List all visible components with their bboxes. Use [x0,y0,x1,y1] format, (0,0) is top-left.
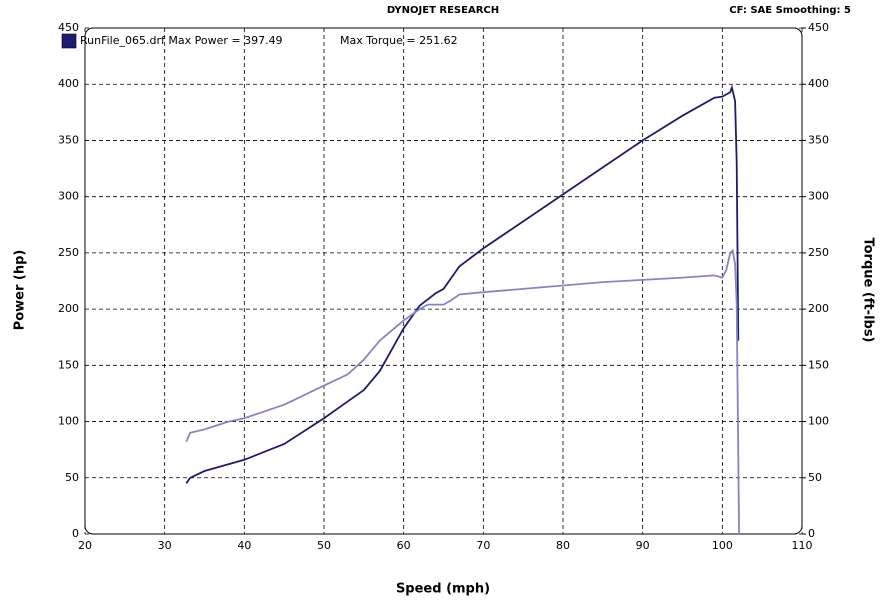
y-tick-label: 400 [58,77,79,90]
y2-tick-label: 100 [808,415,829,428]
legend-label: RunFile_065.drf Max Power = 397.49 [80,34,283,47]
series-line [185,248,740,535]
x-tick-label: 40 [237,539,251,552]
x-tick-label: 80 [556,539,570,552]
y2-axis-label: Torque (ft-lbs) [861,237,876,342]
y2-tick-label: 400 [808,77,829,90]
y-tick-label: 200 [58,302,79,315]
x-tick-label: 20 [78,539,92,552]
chart-title: DYNOJET RESEARCH [387,5,499,16]
y-tick-label: 350 [58,133,79,146]
y-axis-label: Power (hp) [13,250,28,331]
legend-label: Max Torque = 251.62 [340,34,458,47]
y-tick-label: 100 [58,415,79,428]
y2-tick-label: 350 [808,133,829,146]
x-tick-label: 30 [158,539,172,552]
y-tick-label: 300 [58,190,79,203]
x-tick-label: 100 [712,539,733,552]
y-tick-label: 50 [65,471,79,484]
y2-tick-label: 450 [808,21,829,34]
x-tick-label: 60 [397,539,411,552]
y2-tick-label: 300 [808,190,829,203]
legend-swatch [61,33,77,49]
y2-tick-label: 0 [808,527,815,540]
series-line [185,84,740,484]
y2-tick-label: 250 [808,246,829,259]
x-axis-label: Speed (mph) [396,582,490,597]
y2-tick-label: 150 [808,358,829,371]
x-tick-label: 90 [636,539,650,552]
y-tick-label: 450 [58,21,79,34]
x-tick-label: 110 [792,539,813,552]
y-tick-label: 250 [58,246,79,259]
x-tick-label: 50 [317,539,331,552]
x-tick-label: 70 [476,539,490,552]
y-tick-label: 150 [58,358,79,371]
y2-tick-label: 50 [808,471,822,484]
y-tick-label: 0 [72,527,79,540]
chart-subtitle: CF: SAE Smoothing: 5 [729,5,851,16]
y2-tick-label: 200 [808,302,829,315]
plot-area [84,27,803,535]
